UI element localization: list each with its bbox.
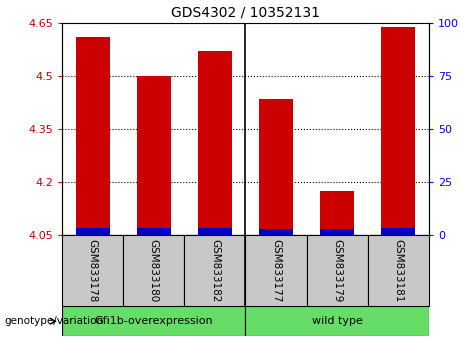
- Bar: [259, 229, 293, 235]
- Text: wild type: wild type: [312, 316, 362, 326]
- Title: GDS4302 / 10352131: GDS4302 / 10352131: [171, 5, 320, 19]
- Text: GSM833181: GSM833181: [393, 239, 403, 302]
- Bar: [368, 235, 429, 306]
- Text: genotype/variation: genotype/variation: [5, 316, 104, 326]
- Bar: [245, 235, 307, 306]
- Text: GSM833179: GSM833179: [332, 239, 342, 302]
- Bar: [184, 235, 245, 306]
- Bar: [198, 51, 232, 235]
- Bar: [76, 228, 110, 235]
- Bar: [245, 306, 429, 336]
- Bar: [259, 99, 293, 235]
- Bar: [381, 228, 415, 235]
- Bar: [62, 235, 124, 306]
- Bar: [198, 228, 232, 235]
- Bar: [137, 76, 171, 235]
- Bar: [320, 229, 354, 235]
- Bar: [124, 235, 184, 306]
- Text: GSM833180: GSM833180: [149, 239, 159, 302]
- Bar: [320, 191, 354, 235]
- Text: GSM833182: GSM833182: [210, 239, 220, 302]
- Text: GSM833177: GSM833177: [271, 239, 281, 302]
- Text: GSM833178: GSM833178: [88, 239, 98, 302]
- Bar: [307, 235, 368, 306]
- Bar: [137, 228, 171, 235]
- Bar: [76, 37, 110, 235]
- Bar: [381, 27, 415, 235]
- Text: Gfi1b-overexpression: Gfi1b-overexpression: [95, 316, 213, 326]
- Bar: [62, 306, 245, 336]
